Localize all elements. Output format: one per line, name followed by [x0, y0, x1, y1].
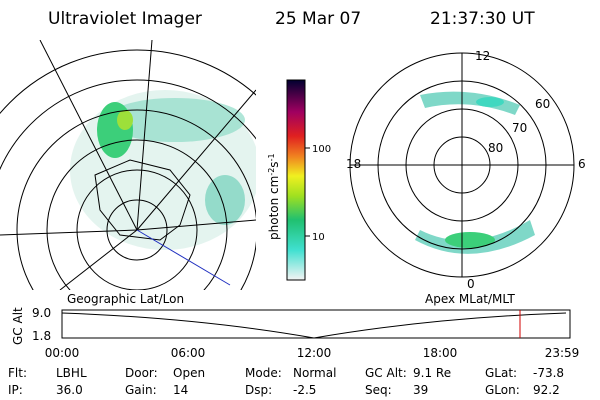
- status-label: Dsp:: [245, 383, 272, 397]
- y-tick-label: 1.8: [32, 329, 51, 343]
- status-label: Gain:: [125, 383, 157, 397]
- status-value: 14: [173, 383, 188, 397]
- status-label: GC Alt:: [365, 366, 407, 380]
- status-label: Seq:: [365, 383, 392, 397]
- y-tick-label: 9.0: [32, 306, 51, 320]
- status-value: -2.5: [293, 383, 316, 397]
- instrument: Ultraviolet Imager: [48, 9, 202, 29]
- x-tick-label: 00:00: [45, 346, 80, 360]
- status-label: Flt:: [8, 366, 27, 380]
- mlt-label: 6: [578, 157, 586, 171]
- date: 25 Mar 07: [275, 9, 361, 29]
- status-label: Door:: [125, 366, 158, 380]
- status-label: IP:: [8, 383, 23, 397]
- colorbar-tick: 10: [312, 232, 325, 243]
- lat-label: 70: [512, 121, 527, 135]
- status-value: Open: [173, 366, 205, 380]
- status-value: -73.8: [533, 366, 564, 380]
- x-tick-label: 12:00: [297, 346, 332, 360]
- colorbar-unit: photon cm-2s-1: [267, 153, 281, 240]
- colorbar-tick: 100: [312, 144, 331, 155]
- status-fields: Flt: LBHL Door: Open Mode: Normal GC Alt: 9.1 R…: [8, 366, 564, 397]
- mlt-label: 0: [467, 277, 475, 291]
- status-label: GLat:: [485, 366, 517, 380]
- status-value: 92.2: [533, 383, 560, 397]
- lat-label: 80: [488, 141, 503, 155]
- status-value: 36.0: [56, 383, 83, 397]
- map-label: Apex MLat/MLT: [425, 292, 515, 306]
- status-label: Mode:: [245, 366, 282, 380]
- geographic-map: [0, 40, 256, 290]
- status-value: 9.1 Re: [413, 366, 451, 380]
- axis-label: GC Alt: [11, 307, 25, 345]
- time: 21:37:30 UT: [430, 9, 535, 29]
- altitude-plot: GC Alt 9.0 1.8 00:00 06:00 12:00 18:00 2…: [11, 306, 579, 360]
- x-tick-label: 06:00: [171, 346, 206, 360]
- polar-plot: 12 18 6 0 60 70 80: [346, 49, 586, 291]
- colorbar: [286, 79, 306, 281]
- status-value: 39: [413, 383, 428, 397]
- mlt-label: 18: [346, 157, 361, 171]
- lat-label: 60: [535, 97, 550, 111]
- map-label: Geographic Lat/Lon: [67, 292, 184, 306]
- x-tick-label: 18:00: [423, 346, 458, 360]
- status-value: Normal: [293, 366, 336, 380]
- status-value: LBHL: [56, 366, 87, 380]
- status-label: GLon:: [485, 383, 520, 397]
- mlt-label: 12: [475, 49, 490, 63]
- x-tick-label: 23:59: [545, 346, 580, 360]
